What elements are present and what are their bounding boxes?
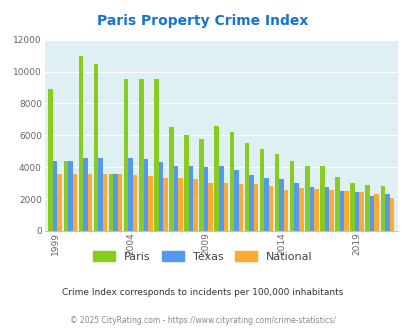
Bar bbox=[223, 183, 228, 231]
Bar bbox=[143, 159, 148, 231]
Bar bbox=[214, 126, 218, 231]
Legend: Paris, Texas, National: Paris, Texas, National bbox=[89, 247, 316, 266]
Bar bbox=[328, 190, 333, 231]
Bar bbox=[79, 55, 83, 231]
Bar bbox=[102, 174, 107, 231]
Bar bbox=[173, 166, 178, 231]
Bar bbox=[298, 188, 303, 231]
Bar bbox=[117, 174, 122, 231]
Bar bbox=[72, 174, 77, 231]
Bar bbox=[188, 166, 193, 231]
Bar bbox=[154, 80, 158, 231]
Bar bbox=[53, 161, 58, 231]
Bar bbox=[268, 186, 273, 231]
Bar bbox=[320, 166, 324, 231]
Bar bbox=[259, 149, 264, 231]
Bar bbox=[193, 179, 197, 231]
Bar bbox=[87, 174, 92, 231]
Bar bbox=[234, 170, 238, 231]
Bar bbox=[139, 80, 143, 231]
Bar bbox=[158, 162, 163, 231]
Bar bbox=[169, 127, 173, 231]
Bar bbox=[48, 89, 53, 231]
Bar bbox=[283, 189, 288, 231]
Bar bbox=[264, 178, 268, 231]
Bar bbox=[238, 184, 243, 231]
Bar bbox=[83, 158, 87, 231]
Bar bbox=[94, 63, 98, 231]
Text: © 2025 CityRating.com - https://www.cityrating.com/crime-statistics/: © 2025 CityRating.com - https://www.city… bbox=[70, 315, 335, 325]
Bar bbox=[343, 191, 348, 231]
Bar bbox=[324, 187, 328, 231]
Bar bbox=[203, 167, 208, 231]
Bar bbox=[279, 179, 283, 231]
Bar bbox=[364, 185, 369, 231]
Bar bbox=[218, 166, 223, 231]
Text: Paris Property Crime Index: Paris Property Crime Index bbox=[97, 15, 308, 28]
Bar bbox=[313, 189, 318, 231]
Bar bbox=[163, 178, 167, 231]
Bar bbox=[274, 154, 279, 231]
Bar bbox=[68, 161, 72, 231]
Bar bbox=[208, 183, 213, 231]
Bar bbox=[358, 192, 363, 231]
Bar bbox=[199, 139, 203, 231]
Bar bbox=[244, 143, 249, 231]
Bar bbox=[294, 183, 298, 231]
Bar bbox=[184, 135, 188, 231]
Bar bbox=[384, 193, 389, 231]
Bar bbox=[339, 191, 343, 231]
Bar bbox=[229, 132, 234, 231]
Bar bbox=[379, 185, 384, 231]
Bar bbox=[373, 194, 378, 231]
Bar bbox=[289, 161, 294, 231]
Bar bbox=[350, 183, 354, 231]
Bar bbox=[133, 175, 137, 231]
Bar bbox=[335, 177, 339, 231]
Bar bbox=[304, 166, 309, 231]
Bar bbox=[354, 192, 358, 231]
Bar bbox=[128, 158, 132, 231]
Bar bbox=[309, 187, 313, 231]
Bar bbox=[253, 184, 258, 231]
Bar bbox=[98, 158, 102, 231]
Bar bbox=[113, 174, 117, 231]
Bar bbox=[58, 174, 62, 231]
Bar bbox=[178, 178, 182, 231]
Bar bbox=[148, 176, 152, 231]
Bar bbox=[124, 80, 128, 231]
Bar bbox=[389, 198, 393, 231]
Bar bbox=[369, 196, 373, 231]
Text: Crime Index corresponds to incidents per 100,000 inhabitants: Crime Index corresponds to incidents per… bbox=[62, 287, 343, 297]
Bar bbox=[249, 175, 253, 231]
Bar bbox=[109, 174, 113, 231]
Bar bbox=[63, 161, 68, 231]
